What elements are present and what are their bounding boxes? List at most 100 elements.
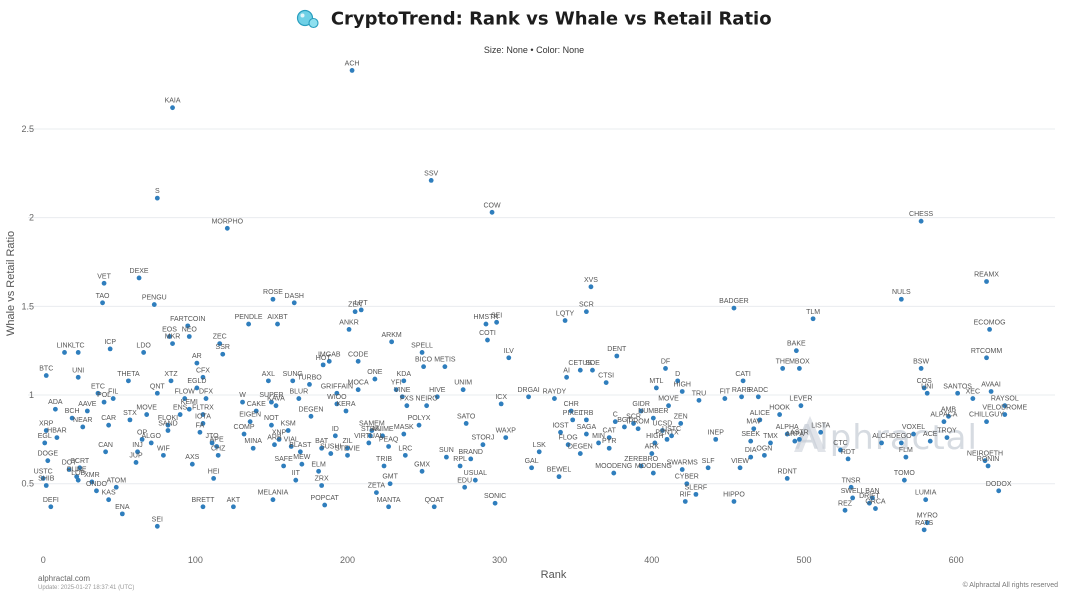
data-point[interactable]: FLOW bbox=[175, 389, 196, 401]
point-marker[interactable] bbox=[367, 433, 373, 439]
point-marker[interactable] bbox=[879, 440, 884, 446]
point-marker[interactable] bbox=[154, 195, 160, 201]
data-point[interactable]: MINA bbox=[244, 438, 262, 451]
data-point[interactable]: SLF bbox=[702, 458, 715, 471]
data-point[interactable]: KAVA bbox=[267, 396, 285, 409]
point-marker[interactable] bbox=[75, 477, 81, 483]
data-point[interactable]: WAXP bbox=[496, 428, 517, 441]
data-point[interactable]: HIVE bbox=[429, 387, 446, 400]
data-point[interactable]: DRGAI bbox=[517, 387, 540, 400]
data-point[interactable]: SATO bbox=[457, 413, 476, 426]
data-point[interactable]: CYBER bbox=[675, 474, 699, 487]
point-marker[interactable] bbox=[463, 421, 469, 426]
data-point[interactable]: RAYDY bbox=[543, 389, 567, 401]
data-point[interactable]: BAT bbox=[315, 438, 329, 451]
data-point[interactable]: HIGH bbox=[646, 433, 664, 446]
point-marker[interactable] bbox=[211, 476, 217, 481]
data-point[interactable]: ZEN bbox=[674, 413, 688, 426]
point-marker[interactable] bbox=[393, 387, 399, 393]
point-marker[interactable] bbox=[186, 334, 192, 339]
data-point[interactable]: GMX bbox=[414, 461, 430, 474]
data-point[interactable]: MKR bbox=[165, 334, 181, 346]
data-point[interactable]: BGT bbox=[617, 417, 632, 430]
point-marker[interactable] bbox=[818, 429, 824, 435]
data-point[interactable]: XRP bbox=[39, 421, 54, 433]
data-point[interactable]: RDNT bbox=[777, 468, 798, 481]
point-marker[interactable] bbox=[970, 396, 976, 401]
point-marker[interactable] bbox=[182, 396, 188, 401]
data-point[interactable]: HBAR bbox=[47, 428, 67, 441]
point-marker[interactable] bbox=[281, 463, 287, 469]
point-marker[interactable] bbox=[653, 385, 659, 391]
point-marker[interactable] bbox=[652, 440, 658, 446]
point-marker[interactable] bbox=[419, 350, 425, 355]
point-marker[interactable] bbox=[982, 458, 988, 464]
point-marker[interactable] bbox=[568, 408, 574, 414]
data-point[interactable]: USTC bbox=[34, 468, 53, 481]
data-point[interactable]: EDU bbox=[457, 477, 472, 490]
point-marker[interactable] bbox=[985, 463, 991, 469]
point-marker[interactable] bbox=[387, 481, 393, 487]
point-marker[interactable] bbox=[570, 417, 576, 423]
data-point[interactable]: C bbox=[613, 412, 618, 425]
data-point[interactable]: VET bbox=[97, 273, 112, 286]
point-marker[interactable] bbox=[848, 484, 854, 490]
point-marker[interactable] bbox=[984, 419, 989, 425]
point-marker[interactable] bbox=[136, 275, 142, 281]
point-marker[interactable] bbox=[154, 390, 160, 396]
point-marker[interactable] bbox=[189, 461, 195, 467]
data-point[interactable]: NUMBER bbox=[638, 408, 669, 421]
data-point[interactable]: ASTR bbox=[790, 429, 809, 442]
point-marker[interactable] bbox=[583, 431, 589, 437]
point-marker[interactable] bbox=[1002, 403, 1008, 409]
point-marker[interactable] bbox=[291, 300, 297, 306]
point-marker[interactable] bbox=[842, 507, 848, 513]
point-marker[interactable] bbox=[275, 321, 280, 327]
data-point[interactable]: MIN bbox=[592, 433, 605, 446]
data-point[interactable]: UNI bbox=[72, 367, 84, 380]
data-point[interactable]: SAGA bbox=[577, 424, 597, 437]
point-marker[interactable] bbox=[355, 387, 361, 393]
point-marker[interactable] bbox=[346, 326, 352, 332]
point-marker[interactable] bbox=[611, 470, 617, 476]
data-point[interactable]: UNIM bbox=[454, 380, 472, 393]
data-point[interactable]: ROSE bbox=[263, 289, 283, 302]
point-marker[interactable] bbox=[748, 438, 754, 444]
point-marker[interactable] bbox=[434, 394, 440, 400]
point-marker[interactable] bbox=[684, 481, 690, 487]
data-point[interactable]: DRIFT bbox=[859, 493, 880, 506]
data-point[interactable]: DEGO bbox=[891, 433, 912, 446]
data-point[interactable]: ID bbox=[332, 426, 339, 439]
point-marker[interactable] bbox=[664, 436, 670, 442]
point-marker[interactable] bbox=[442, 364, 448, 370]
point-marker[interactable] bbox=[866, 500, 872, 506]
point-marker[interactable] bbox=[955, 390, 961, 396]
point-marker[interactable] bbox=[506, 355, 512, 361]
point-marker[interactable] bbox=[731, 305, 737, 311]
data-point[interactable]: SUNG bbox=[283, 371, 303, 384]
point-marker[interactable] bbox=[838, 447, 843, 453]
point-marker[interactable] bbox=[75, 350, 81, 355]
point-marker[interactable] bbox=[796, 436, 802, 442]
point-marker[interactable] bbox=[988, 389, 994, 394]
data-point[interactable]: JUP bbox=[129, 452, 143, 465]
point-marker[interactable] bbox=[401, 378, 407, 384]
point-marker[interactable] bbox=[987, 326, 992, 332]
point-marker[interactable] bbox=[165, 422, 171, 428]
data-point[interactable]: ZEREBRO bbox=[624, 456, 659, 469]
point-marker[interactable] bbox=[927, 438, 933, 444]
point-marker[interactable] bbox=[921, 385, 927, 391]
point-marker[interactable] bbox=[170, 105, 175, 111]
point-marker[interactable] bbox=[369, 428, 375, 433]
data-point[interactable]: RIF bbox=[680, 491, 691, 504]
point-marker[interactable] bbox=[43, 428, 49, 433]
point-marker[interactable] bbox=[946, 413, 951, 419]
data-point[interactable]: ALCH bbox=[872, 433, 891, 446]
point-marker[interactable] bbox=[399, 394, 405, 400]
point-marker[interactable] bbox=[529, 465, 535, 471]
data-point[interactable]: SAMEM bbox=[359, 421, 385, 433]
point-marker[interactable] bbox=[326, 358, 332, 364]
data-point[interactable]: SPELL bbox=[411, 342, 433, 355]
data-point[interactable]: POLYX bbox=[408, 415, 431, 428]
data-point[interactable]: XVS bbox=[584, 277, 598, 290]
